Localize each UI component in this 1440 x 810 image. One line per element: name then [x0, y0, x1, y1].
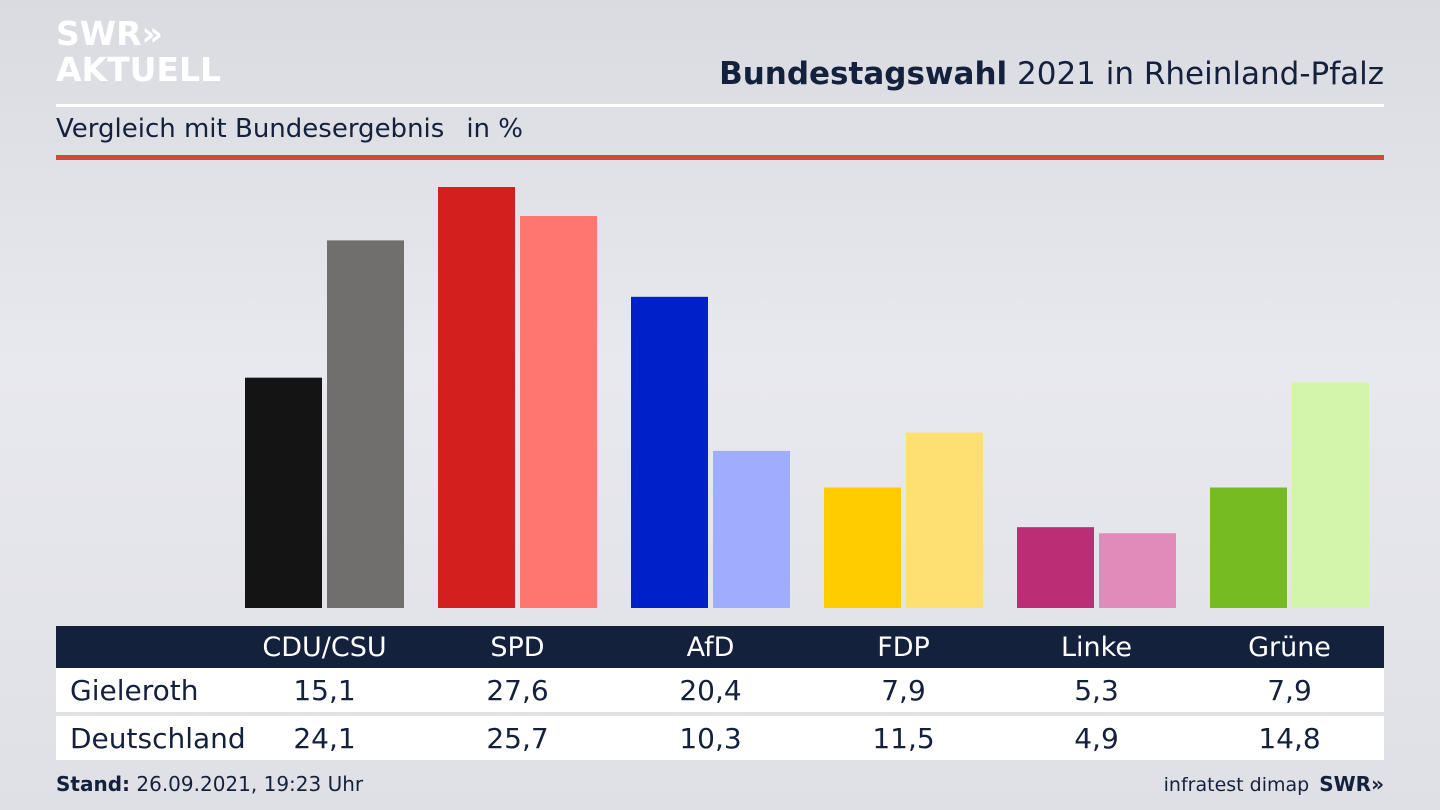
swr-footer-logo: SWR» [1319, 772, 1384, 796]
logo-line-2: AKTUELL [56, 50, 222, 89]
table-cell: 25,7 [486, 721, 549, 755]
column-header: AfD [686, 631, 735, 663]
table-cell: 7,9 [881, 673, 926, 707]
subtitle-divider [56, 155, 1384, 160]
row-label: Gieleroth [70, 673, 199, 707]
column-header: SPD [490, 631, 545, 663]
column-header: FDP [877, 631, 930, 663]
bar-afd-deutschland [713, 450, 790, 608]
bar-cdu-csu-deutschland [327, 240, 404, 608]
page-title-bold: Bundestagswahl [719, 56, 1008, 92]
table-cell: 10,3 [679, 721, 742, 755]
bar-cdu-csu-gieleroth [245, 377, 322, 608]
row-label: Deutschland [70, 721, 246, 755]
table-cell: 5,3 [1074, 673, 1119, 707]
bar-spd-gieleroth [438, 187, 515, 608]
column-header: Grüne [1248, 631, 1331, 663]
bar-linke-gieleroth [1017, 527, 1094, 608]
page-title-rest: 2021 in Rheinland-Pfalz [1007, 56, 1384, 92]
table-cell: 27,6 [486, 673, 549, 707]
logo-line-1: SWR» [56, 14, 163, 53]
table-header: CDU/CSU SPD AfD FDP Linke Grüne [56, 626, 1384, 668]
bar-afd-gieleroth [631, 296, 708, 608]
table-cell: 11,5 [872, 721, 935, 755]
stand-label: Stand: [56, 772, 131, 796]
table-cell: 7,9 [1267, 673, 1312, 707]
bar-spd-deutschland [520, 215, 597, 609]
bar-fdp-gieleroth [824, 487, 901, 608]
table-cell: 14,8 [1258, 721, 1321, 755]
chart-subtitle: Vergleich mit Bundesergebnis in % [56, 114, 523, 144]
stand-value: 26.09.2021, 19:23 Uhr [130, 772, 364, 796]
bar-grüne-gieleroth [1210, 487, 1287, 608]
column-header: CDU/CSU [262, 631, 387, 663]
subtitle-unit: in % [466, 114, 523, 144]
table-cell: 20,4 [679, 673, 742, 707]
table-row: Gieleroth 15,1 27,6 20,4 7,9 5,3 7,9 [56, 668, 1384, 712]
subtitle-text: Vergleich mit Bundesergebnis [56, 114, 445, 144]
page-title: Bundestagswahl 2021 in Rheinland-Pfalz [719, 56, 1384, 92]
results-table: CDU/CSU SPD AfD FDP Linke Grüne Gieleroth 15,1… [56, 626, 1384, 760]
source-credit: infratest dimap SWR» [1164, 772, 1384, 796]
bar-fdp-deutschland [906, 432, 983, 608]
bar-chart [245, 187, 1369, 609]
source-name: infratest dimap [1163, 774, 1310, 796]
column-header: Linke [1061, 631, 1132, 663]
table-cell: 24,1 [293, 721, 356, 755]
table-cell: 15,1 [293, 673, 356, 707]
table-row: Deutschland 24,1 25,7 10,3 11,5 4,9 14,8 [56, 716, 1384, 760]
title-divider [56, 104, 1384, 107]
timestamp: Stand: 26.09.2021, 19:23 Uhr [56, 772, 363, 796]
table-body: Gieleroth 15,1 27,6 20,4 7,9 5,3 7,9 Deutschlan… [56, 668, 1384, 760]
bar-linke-deutschland [1099, 533, 1176, 608]
swr-aktuell-logo: SWR» AKTUELL [56, 16, 221, 88]
table-cell: 4,9 [1074, 721, 1119, 755]
bar-grüne-deutschland [1292, 382, 1369, 608]
